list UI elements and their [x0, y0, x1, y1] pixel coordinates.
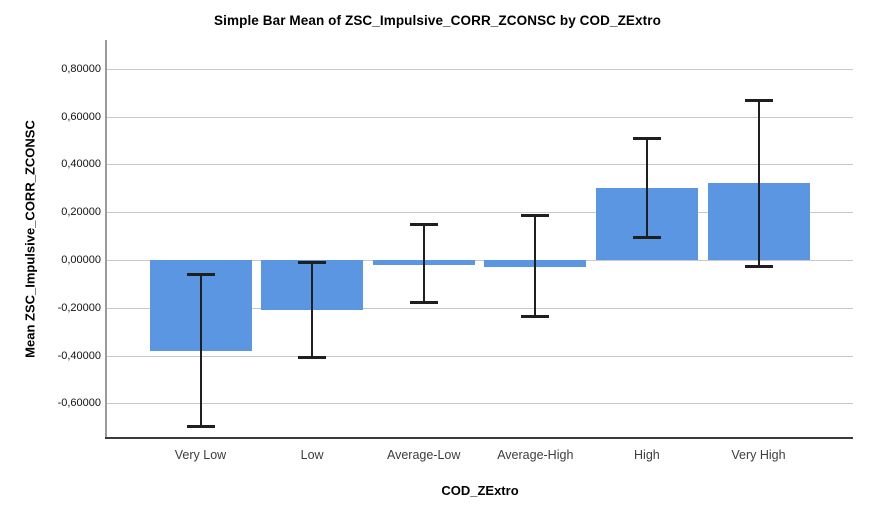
y-gridline: [106, 403, 853, 405]
error-bar-average-low: [422, 224, 425, 303]
y-axis-title: Mean ZSC_Impulsive_CORR_ZCONSC: [22, 120, 38, 358]
chart-title: Simple Bar Mean of ZSC_Impulsive_CORR_ZC…: [214, 13, 661, 28]
error-bar-average-high-top-cap: [521, 213, 550, 217]
error-bar-high-top-cap: [632, 137, 661, 140]
y-tick-label: 0,40000: [61, 158, 101, 171]
error-bar-average-high: [534, 214, 537, 318]
x-tick-label-very-low: Very Low: [174, 448, 227, 462]
y-gridline: [106, 259, 853, 261]
y-tick-label: 0,80000: [61, 62, 101, 75]
x-tick-label-low: Low: [300, 448, 324, 462]
y-tick-label: -0,60000: [57, 397, 101, 410]
x-axis-line: [105, 437, 853, 439]
x-tick-label-very-high: Very High: [731, 448, 786, 462]
error-bar-very-high-bottom-cap: [744, 265, 773, 269]
y-tick-label: -0,20000: [57, 301, 101, 314]
y-gridline: [106, 212, 853, 214]
y-gridline: [106, 307, 853, 309]
x-axis-title: COD_ZExtro: [441, 483, 519, 498]
y-gridline: [106, 164, 853, 166]
error-bar-low: [311, 262, 314, 358]
y-tick-label: 0,60000: [61, 110, 101, 123]
x-tick-label-average-high: Average-High: [497, 448, 574, 462]
error-bar-very-low: [199, 274, 202, 428]
error-bar-very-low-bottom-cap: [186, 425, 215, 429]
error-bar-high-bottom-cap: [632, 236, 661, 240]
error-bar-low-bottom-cap: [298, 355, 327, 359]
x-tick-label-high: High: [634, 448, 660, 462]
error-bar-average-high-bottom-cap: [521, 315, 550, 319]
error-bar-average-low-bottom-cap: [409, 300, 438, 304]
error-bar-very-high-top-cap: [744, 98, 773, 102]
error-bar-average-low-top-cap: [409, 223, 438, 227]
y-gridline: [106, 355, 853, 357]
y-gridline: [106, 116, 853, 118]
x-tick-label-average-low: Average-Low: [386, 448, 461, 462]
y-gridline: [106, 68, 853, 70]
error-bar-low-top-cap: [298, 261, 327, 265]
y-axis-line: [105, 40, 107, 438]
error-bar-very-high: [757, 99, 760, 268]
y-tick-label: 0,20000: [61, 206, 101, 219]
error-bar-high: [645, 138, 648, 239]
y-tick-label: -0,40000: [57, 349, 101, 362]
y-tick-label: 0,00000: [61, 253, 101, 266]
error-bar-very-low-top-cap: [186, 273, 215, 277]
